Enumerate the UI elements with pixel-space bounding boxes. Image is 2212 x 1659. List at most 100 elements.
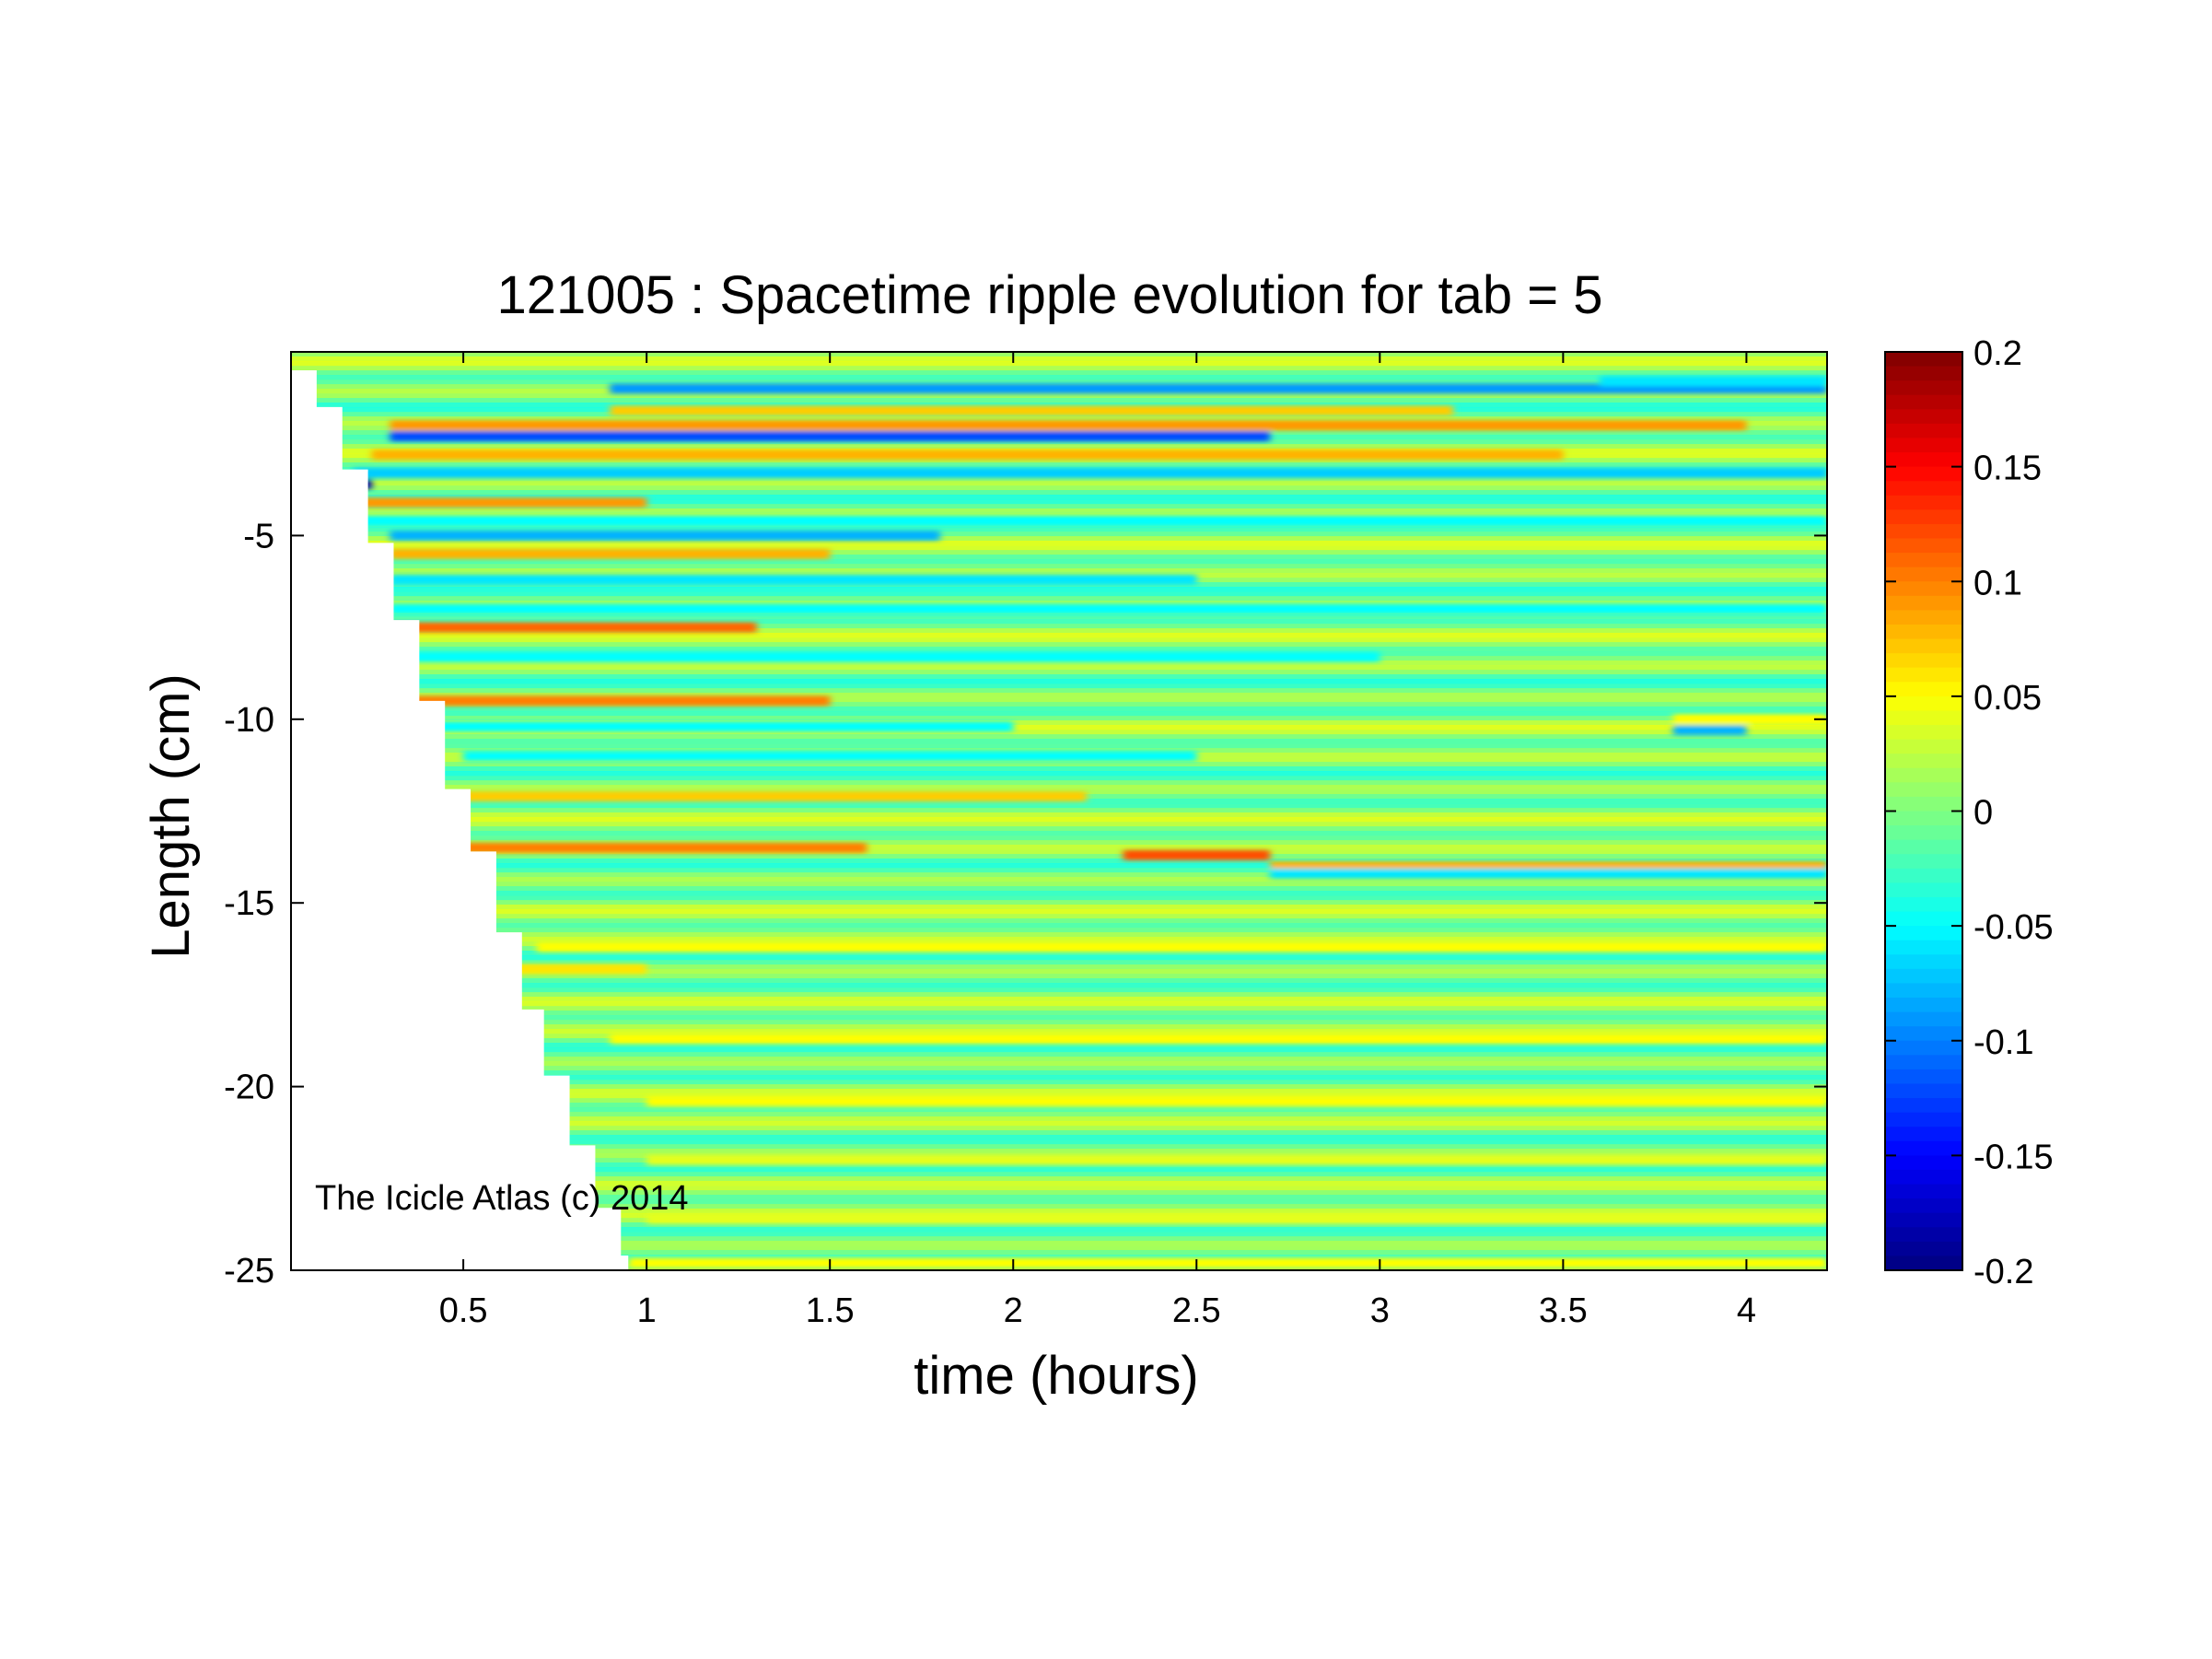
ripple-band <box>1600 376 1827 387</box>
heatmap-row <box>291 361 1827 367</box>
heatmap-row <box>291 444 1827 450</box>
heatmap-row <box>291 601 1827 606</box>
heatmap-row <box>291 458 1827 463</box>
heatmap-row <box>291 748 1827 754</box>
colorbar-segment <box>1885 1155 1962 1171</box>
x-tick-label: 2 <box>1004 1291 1023 1330</box>
heatmap-row <box>291 822 1827 827</box>
heatmap-row <box>291 983 1827 988</box>
colorbar-tick-label: 0.15 <box>1973 450 2042 488</box>
colorbar-segment <box>1885 1011 1962 1027</box>
x-tick-label: 0.5 <box>439 1291 488 1330</box>
colorbar-tick-label: 0 <box>1973 794 1993 833</box>
x-axis-label: time (hours) <box>914 1346 1198 1406</box>
colorbar-segment <box>1885 1198 1962 1214</box>
heatmap-row <box>291 564 1827 569</box>
heatmap-row <box>291 826 1827 832</box>
heatmap-row <box>291 1241 1827 1246</box>
colorbar-segment <box>1885 1083 1962 1099</box>
heatmap-row <box>291 513 1827 519</box>
heatmap-row <box>291 720 1827 726</box>
colorbar-segment <box>1885 423 1962 439</box>
heatmap-row <box>291 785 1827 790</box>
heatmap-row <box>291 743 1827 749</box>
colorbar-ticks: 0.2 0.15 0.1 0.05 0 -0.05 -0.1 -0.15 -0.2 <box>1885 334 2054 1291</box>
y-tick-label: -15 <box>224 884 274 923</box>
colorbar-segment <box>1885 782 1962 798</box>
colorbar-segment <box>1885 1227 1962 1243</box>
watermark-annotation: The Icicle Atlas (c) 2014 <box>315 1179 689 1218</box>
colorbar-segment <box>1885 523 1962 540</box>
heatmap-row <box>291 393 1827 399</box>
heatmap-row <box>291 1057 1827 1062</box>
heatmap-row <box>291 707 1827 712</box>
heatmap-row <box>291 937 1827 942</box>
colorbar-segment <box>1885 409 1962 425</box>
ripple-band <box>426 721 1014 732</box>
y-axis-label: Length (cm) <box>141 673 201 958</box>
colorbar-segment <box>1885 896 1962 913</box>
colorbar-tick-label: 0.05 <box>1973 679 2042 718</box>
heatmap-row <box>291 932 1827 938</box>
plot-frame <box>290 351 1828 1271</box>
heatmap-row <box>291 863 1827 869</box>
heatmap-row <box>291 780 1827 786</box>
x-tick-label: 3 <box>1370 1291 1390 1330</box>
heatmap-row <box>291 1052 1827 1057</box>
colorbar-segment <box>1885 968 1962 985</box>
heatmap-row <box>291 596 1827 602</box>
ripple-band <box>390 622 757 633</box>
heatmap-row <box>291 380 1827 385</box>
colorbar-segment <box>1885 394 1962 410</box>
heatmap-row <box>291 1093 1827 1099</box>
colorbar-segment <box>1885 767 1962 783</box>
heatmap-row <box>291 1204 1827 1209</box>
heatmap-row <box>291 900 1827 905</box>
heatmap-row <box>291 1024 1827 1030</box>
colorbar-segment <box>1885 682 1962 697</box>
heatmap-bands <box>334 376 1827 1268</box>
colorbar-tick-label: 0.2 <box>1973 334 2022 373</box>
colorbar-segment <box>1885 940 1962 955</box>
colorbar-segment <box>1885 1256 1962 1271</box>
colorbar-segment <box>1885 983 1962 999</box>
colorbar-segment <box>1885 739 1962 754</box>
colorbar-segment <box>1885 481 1962 497</box>
colorbar-tick-label: -0.15 <box>1973 1138 2054 1176</box>
heatmap-row <box>291 674 1827 680</box>
heatmap-row <box>291 591 1827 597</box>
colorbar-segment <box>1885 754 1962 769</box>
colorbar-segment <box>1885 1112 1962 1127</box>
ripple-band <box>646 1096 1827 1107</box>
colorbar-segment <box>1885 1212 1962 1228</box>
colorbar-segment <box>1885 1055 1962 1070</box>
heatmap-row <box>291 366 1827 371</box>
colorbar-tick-label: -0.1 <box>1973 1023 2033 1062</box>
heatmap-row <box>291 1121 1827 1127</box>
heatmap-row <box>291 964 1827 970</box>
colorbar-segment <box>1885 1184 1962 1199</box>
colorbar-segment <box>1885 553 1962 568</box>
heatmap-row <box>291 1250 1827 1256</box>
heatmap-row <box>291 568 1827 574</box>
heatmap-row <box>291 711 1827 717</box>
ripple-band <box>1123 849 1270 860</box>
heatmap-row <box>291 891 1827 896</box>
heatmap-row <box>291 1139 1827 1145</box>
heatmap-row <box>291 771 1827 777</box>
ripple-band <box>646 1154 1827 1165</box>
colorbar-segment <box>1885 610 1962 625</box>
x-tick-label: 4 <box>1737 1291 1756 1330</box>
heatmap-row <box>291 992 1827 998</box>
heatmap-row <box>291 1209 1827 1214</box>
heatmap-row <box>291 481 1827 486</box>
heatmap-row <box>291 499 1827 505</box>
growth-front-mask <box>291 352 629 1270</box>
y-axis: -25 -20 -15 -10 -5 <box>224 517 1827 1291</box>
heatmap-field <box>291 352 1827 1270</box>
colorbar-segment <box>1885 796 1962 812</box>
heatmap-row <box>291 1070 1827 1076</box>
heatmap-row <box>291 955 1827 961</box>
heatmap-row <box>291 532 1827 537</box>
